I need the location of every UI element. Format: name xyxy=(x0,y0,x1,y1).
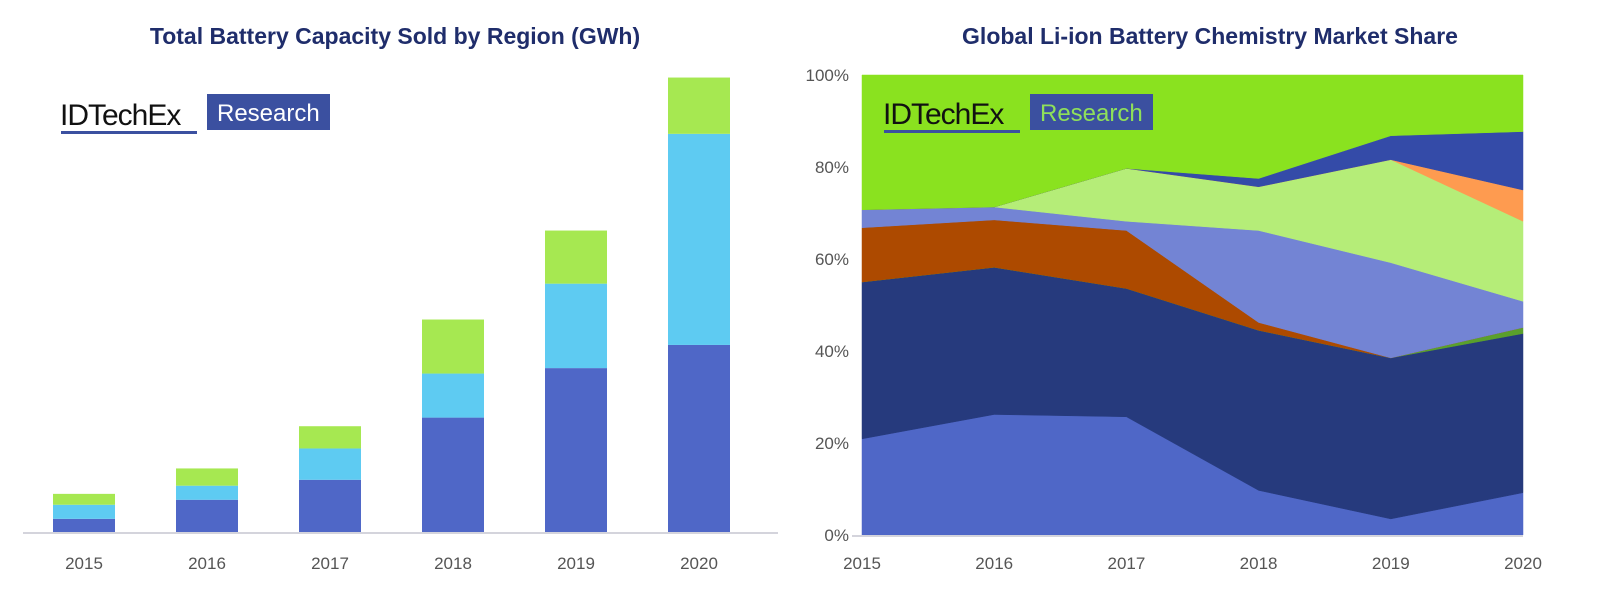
x-tick-labels: 2015 2016 2017 2018 2019 2020 xyxy=(843,554,1542,573)
bar-segment-2017-0 xyxy=(299,479,361,532)
x-tick-2020: 2020 xyxy=(680,554,718,573)
x-tick-2015: 2015 xyxy=(65,554,103,573)
logo-underline xyxy=(61,131,197,134)
y-tick-0%: 0% xyxy=(824,526,849,545)
bar-chart-title: Total Battery Capacity Sold by Region (G… xyxy=(150,23,640,49)
x-tick-2016: 2016 xyxy=(975,554,1013,573)
bar-segment-2019-2 xyxy=(545,230,607,284)
bar-segment-2017-2 xyxy=(299,426,361,449)
x-tick-2019: 2019 xyxy=(557,554,595,573)
x-tick-2020: 2020 xyxy=(1504,554,1542,573)
logo-box xyxy=(1030,94,1153,130)
x-tick-2015: 2015 xyxy=(843,554,881,573)
bar-segment-2018-2 xyxy=(422,319,484,374)
bar-chart: Total Battery Capacity Sold by Region (G… xyxy=(23,23,778,573)
bar-segment-2017-1 xyxy=(299,448,361,480)
x-tick-2018: 2018 xyxy=(434,554,472,573)
bar-segment-2019-0 xyxy=(545,368,607,532)
bar-segment-2015-0 xyxy=(53,518,115,532)
bar-segment-2016-1 xyxy=(176,485,238,500)
areas xyxy=(861,74,1524,536)
bar-segment-2016-0 xyxy=(176,499,238,532)
y-tick-40%: 40% xyxy=(815,342,849,361)
logo-tag: Research xyxy=(1040,100,1143,127)
logo-brand: IDTechEx xyxy=(883,98,1004,131)
bar-segment-2020-2 xyxy=(668,77,730,134)
logo-brand: IDTechEx xyxy=(60,99,181,132)
area-chart-title: Global Li-ion Battery Chemistry Market S… xyxy=(962,23,1458,49)
bar-segment-2018-0 xyxy=(422,417,484,532)
idtechex-logo: IDTechEx Research xyxy=(60,94,330,134)
bar-segment-2019-1 xyxy=(545,283,607,369)
x-tick-2018: 2018 xyxy=(1240,554,1278,573)
x-tick-labels: 2015 2016 2017 2018 2019 2020 xyxy=(65,554,718,573)
bar-segment-2020-1 xyxy=(668,133,730,345)
y-tick-20%: 20% xyxy=(815,434,849,453)
logo-underline xyxy=(884,130,1020,133)
x-tick-2019: 2019 xyxy=(1372,554,1410,573)
bar-segment-2015-2 xyxy=(53,493,115,505)
area-series-8 xyxy=(861,74,1524,211)
logo-tag: Research xyxy=(217,100,320,127)
x-tick-2017: 2017 xyxy=(1107,554,1145,573)
y-tick-60%: 60% xyxy=(815,250,849,269)
bar-segment-2018-1 xyxy=(422,373,484,418)
x-tick-2017: 2017 xyxy=(311,554,349,573)
logo-box xyxy=(207,94,330,130)
y-tick-80%: 80% xyxy=(815,158,849,177)
x-tick-2016: 2016 xyxy=(188,554,226,573)
area-chart: Global Li-ion Battery Chemistry Market S… xyxy=(806,23,1542,573)
bar-segment-2020-0 xyxy=(668,344,730,532)
y-tick-100%: 100% xyxy=(806,66,849,85)
bar-segment-2016-2 xyxy=(176,468,238,486)
bar-segment-2015-1 xyxy=(53,504,115,519)
bars xyxy=(53,77,730,532)
idtechex-logo: IDTechEx Research xyxy=(883,94,1153,133)
y-tick-labels: 0% 20% 40% 60% 80% 100% xyxy=(806,66,849,545)
